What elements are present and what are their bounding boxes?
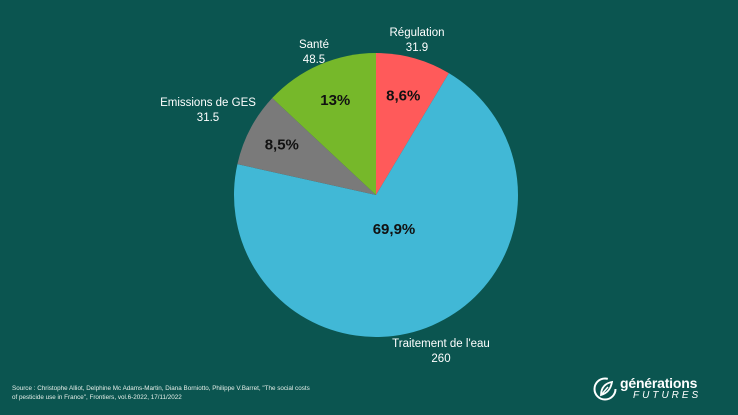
leaf-icon bbox=[593, 377, 617, 401]
percent-label-emissions-de-ges: 8,5% bbox=[265, 136, 299, 153]
category-label-regulation: Régulation bbox=[390, 27, 445, 39]
value-label-regulation: 31.9 bbox=[406, 42, 428, 54]
logo-name: générations bbox=[620, 375, 698, 391]
value-label-emissions-de-ges: 31.5 bbox=[197, 112, 219, 124]
pie-slice-sante bbox=[272, 52, 376, 195]
pie-slice-traitement-de-l-eau bbox=[234, 73, 518, 337]
pie-slices bbox=[234, 52, 518, 337]
percent-label-sante: 13% bbox=[320, 92, 350, 109]
category-label-traitement-de-l-eau: Traitement de l'eau bbox=[392, 338, 490, 350]
category-label-emissions-de-ges: Emissions de GES bbox=[160, 97, 256, 109]
pie-percent-labels: 8,6% 69,9% 8,5% 13% bbox=[265, 87, 421, 238]
source-note: Source : Christophe Alliot, Delphine Mc … bbox=[12, 385, 310, 401]
brand-logo: générations FUTURES bbox=[593, 375, 723, 407]
logo-subtitle: FUTURES bbox=[633, 390, 702, 401]
value-label-traitement-de-l-eau: 260 bbox=[431, 353, 450, 365]
pie-slice-emissions-de-ges bbox=[237, 98, 376, 195]
percent-label-regulation: 8,6% bbox=[386, 87, 420, 104]
pie-slice-regulation bbox=[376, 53, 449, 195]
percent-label-traitement-de-l-eau: 69,9% bbox=[373, 221, 416, 238]
pie-category-labels: Régulation 31.9 Traitement de l'eau 260 Emis… bbox=[160, 27, 490, 365]
value-label-sante: 48.5 bbox=[303, 54, 325, 66]
category-label-sante: Santé bbox=[299, 39, 329, 51]
